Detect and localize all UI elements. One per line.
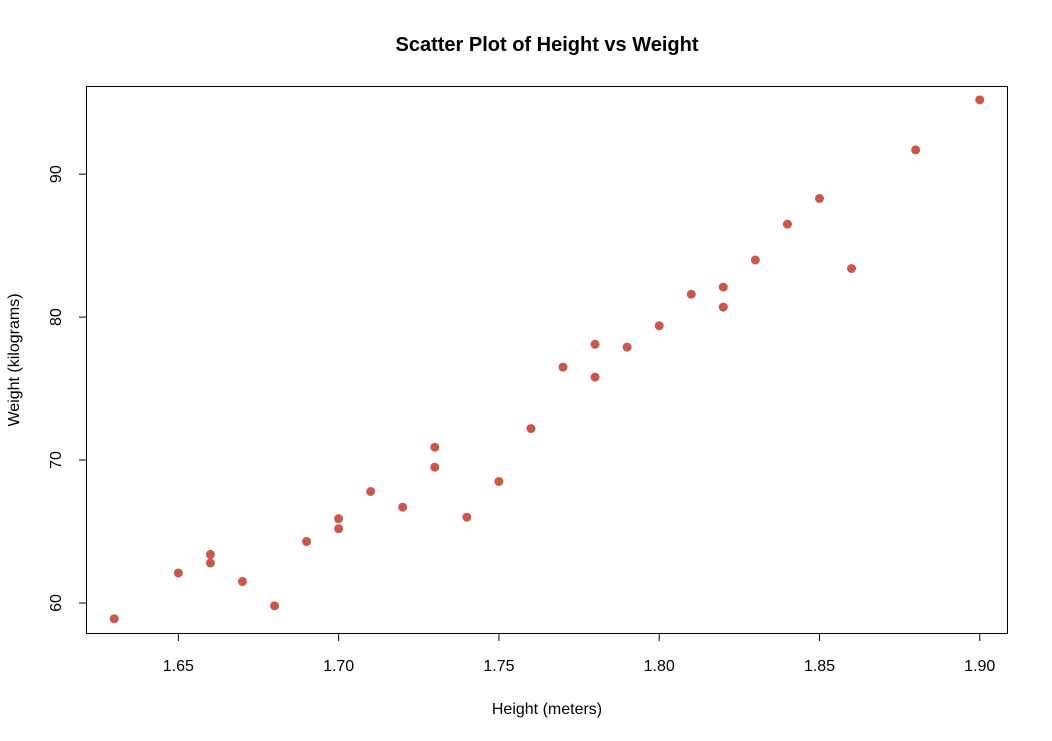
data-point <box>334 524 344 534</box>
data-point <box>430 462 440 472</box>
data-point <box>654 321 664 331</box>
chart-title: Scatter Plot of Height vs Weight <box>396 34 699 56</box>
y-tick-label: 90 <box>48 165 65 183</box>
data-point <box>814 193 824 203</box>
data-point <box>558 362 568 372</box>
data-point <box>302 537 312 547</box>
x-tick-label: 1.90 <box>964 658 995 675</box>
data-point <box>911 145 921 155</box>
y-axis: 60 70 80 90 <box>48 165 87 612</box>
data-point <box>975 95 985 105</box>
data-point <box>686 289 696 299</box>
x-tick-label: 1.80 <box>644 658 675 675</box>
data-point <box>173 568 183 578</box>
data-points <box>109 95 985 624</box>
data-point <box>590 339 600 349</box>
data-point <box>847 264 857 274</box>
data-point <box>526 424 536 434</box>
y-tick-label: 70 <box>48 451 65 469</box>
x-axis-label: Height (meters) <box>492 701 602 718</box>
data-point <box>109 614 119 624</box>
x-tick-label: 1.75 <box>483 658 514 675</box>
data-point <box>750 255 760 265</box>
plot-frame <box>86 86 1008 634</box>
data-point <box>718 282 728 292</box>
data-point <box>334 514 344 524</box>
data-point <box>590 372 600 382</box>
data-point <box>622 342 632 352</box>
y-axis-label: Weight (kilograms) <box>6 293 23 426</box>
x-tick-label: 1.85 <box>804 658 835 675</box>
data-point <box>237 577 247 587</box>
data-point <box>205 558 215 568</box>
data-point <box>205 549 215 559</box>
data-point <box>718 302 728 312</box>
data-point <box>366 486 376 496</box>
data-point <box>398 502 408 512</box>
data-point <box>494 476 504 486</box>
data-point <box>270 601 280 611</box>
data-point <box>782 219 792 229</box>
x-tick-label: 1.70 <box>323 658 354 675</box>
y-tick-label: 80 <box>48 308 65 326</box>
data-point <box>430 442 440 452</box>
y-tick-label: 60 <box>48 594 65 612</box>
x-tick-label: 1.65 <box>163 658 194 675</box>
data-point <box>462 512 472 522</box>
x-axis: 1.65 1.70 1.75 1.80 1.85 1.90 <box>163 633 995 675</box>
